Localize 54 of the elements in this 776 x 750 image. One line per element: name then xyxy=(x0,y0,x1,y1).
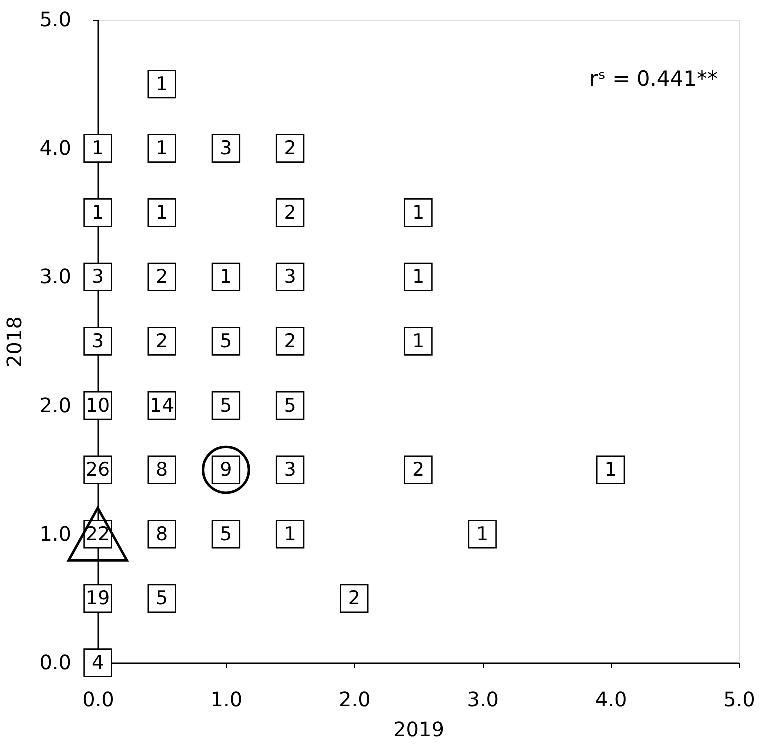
annotation: 3 xyxy=(92,330,104,352)
y-tick-label: 2.0 xyxy=(40,393,72,418)
annotation: 4 xyxy=(92,652,104,674)
annotation: 1 xyxy=(412,330,425,352)
x-tick-label: 0.0 xyxy=(82,688,114,712)
annotation: 2 xyxy=(284,202,296,224)
y-tick-label: 5.0 xyxy=(40,8,72,32)
x-tick-label: 2.0 xyxy=(338,688,371,712)
annotation: 1 xyxy=(604,459,617,482)
y-axis-title: 2018 xyxy=(2,316,27,368)
annotation: 9 xyxy=(220,459,232,482)
annotation: 22 xyxy=(86,523,110,546)
x-axis-title: 2019 xyxy=(394,718,444,742)
annotation: 19 xyxy=(86,588,110,610)
point xyxy=(202,446,250,494)
annotation: 1 xyxy=(412,202,425,224)
y-tick-label: 1.0 xyxy=(40,522,72,546)
annotation: 5 xyxy=(156,588,168,610)
y-tick-label: 3.0 xyxy=(40,264,72,289)
annotation: 1 xyxy=(284,523,296,546)
x-tick-label: 1.0 xyxy=(210,688,243,712)
annotation: 2 xyxy=(156,266,168,288)
annotation: 3 xyxy=(92,266,104,288)
annotation: 1 xyxy=(92,202,104,224)
x-tick-label: 4.0 xyxy=(595,688,628,712)
annotation: 14 xyxy=(150,394,174,417)
y-tick-label: 0.0 xyxy=(40,650,72,674)
annotation: 2 xyxy=(156,330,168,352)
annotation: 3 xyxy=(284,266,296,288)
annotation: 1 xyxy=(156,73,168,96)
annotation: 3 xyxy=(220,138,232,160)
annotation: 2 xyxy=(284,138,296,160)
annotation: 2 xyxy=(348,588,360,610)
annotation: 8 xyxy=(156,523,168,546)
annotation: 26 xyxy=(86,459,110,482)
annotation: 2 xyxy=(284,330,296,352)
x-tick-label: 5.0 xyxy=(724,688,756,712)
annotation: 3 xyxy=(284,459,296,482)
annotation: 5 xyxy=(284,394,296,417)
annotation: 1 xyxy=(412,266,425,288)
annotation: 2 xyxy=(412,459,425,482)
annotation: rˢ = 0.441** xyxy=(589,67,718,91)
annotation: 8 xyxy=(156,459,168,482)
annotation: 10 xyxy=(86,394,110,417)
x-tick-label: 3.0 xyxy=(467,688,500,712)
annotation: 1 xyxy=(156,138,168,160)
annotation: 1 xyxy=(220,266,232,288)
annotation: 5 xyxy=(220,330,232,352)
annotation: 1 xyxy=(92,138,104,160)
annotation: 5 xyxy=(220,523,232,546)
annotation: 1 xyxy=(476,523,489,546)
annotation: 5 xyxy=(220,394,232,417)
annotation: 1 xyxy=(156,202,168,224)
y-tick-label: 4.0 xyxy=(40,136,72,160)
